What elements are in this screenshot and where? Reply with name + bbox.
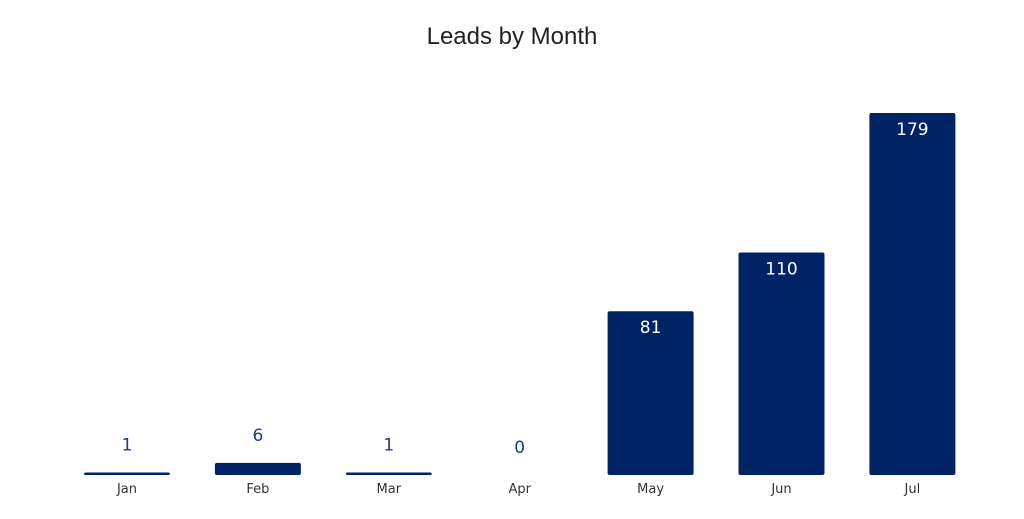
bar-jun [738,252,825,475]
bar-jan [84,472,170,475]
x-tick-label-apr: Apr [508,482,531,497]
x-tick-label-jul: Jul [904,482,921,497]
bar-feb [214,462,301,475]
data-label-jun: 110 [765,260,797,280]
x-tick-label-jan: Jan [116,482,137,497]
data-label-mar: 1 [383,436,394,456]
x-tick-label-mar: Mar [377,482,402,497]
data-label-jan: 1 [122,436,133,456]
data-label-may: 81 [640,318,662,338]
chart-title: Leads by Month [427,23,598,50]
x-tick-label-may: May [637,482,664,497]
data-label-apr: 0 [514,438,525,458]
x-tick-label-jun: Jun [770,482,791,497]
data-label-jul: 179 [896,120,928,140]
data-label-feb: 6 [252,426,263,446]
bar-may [607,311,694,475]
x-tick-label-feb: Feb [246,482,269,497]
bar-mar [345,472,432,475]
bar-jul [869,113,956,475]
